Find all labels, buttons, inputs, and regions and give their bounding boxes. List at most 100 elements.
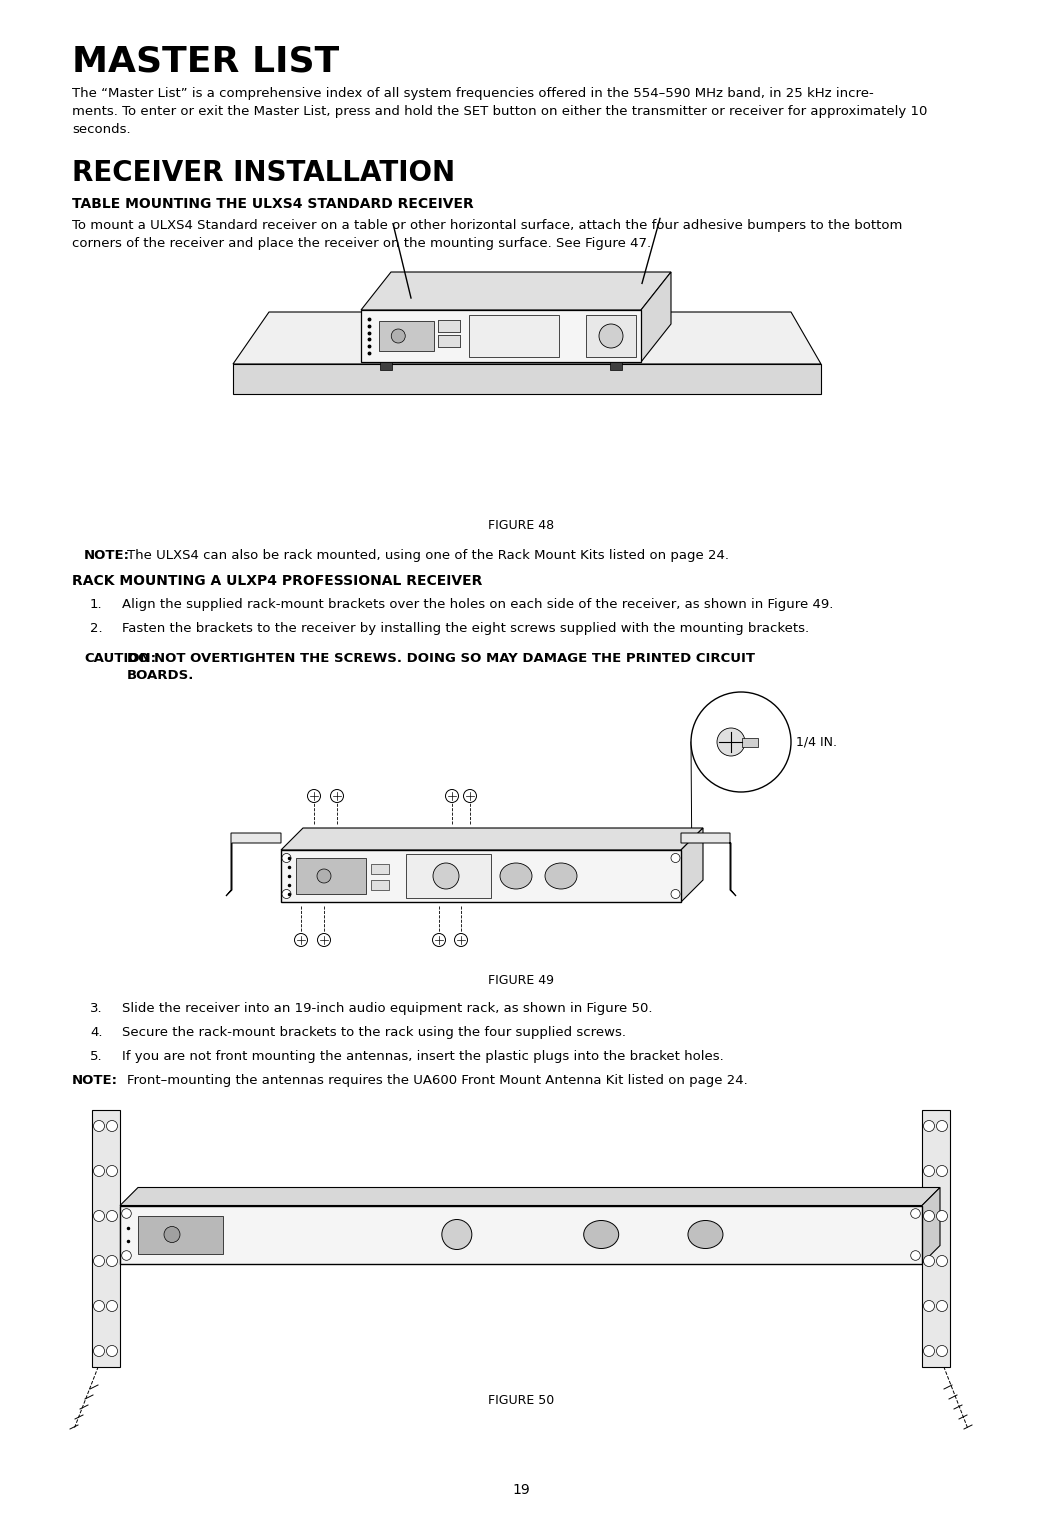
Text: 19: 19 <box>512 1482 530 1498</box>
Circle shape <box>923 1120 935 1131</box>
Polygon shape <box>361 272 671 310</box>
Circle shape <box>122 1251 131 1260</box>
Circle shape <box>106 1166 118 1177</box>
Circle shape <box>464 790 476 802</box>
Text: To mount a ULXS4 Standard receiver on a table or other horizontal surface, attac: To mount a ULXS4 Standard receiver on a … <box>72 219 902 250</box>
Text: FIGURE 48: FIGURE 48 <box>488 519 554 533</box>
Circle shape <box>923 1300 935 1312</box>
FancyBboxPatch shape <box>361 310 641 362</box>
Circle shape <box>282 889 291 898</box>
FancyBboxPatch shape <box>586 315 636 358</box>
FancyBboxPatch shape <box>438 335 460 347</box>
FancyBboxPatch shape <box>371 880 389 890</box>
Text: FIGURE 49: FIGURE 49 <box>488 974 554 986</box>
Circle shape <box>307 790 321 802</box>
FancyBboxPatch shape <box>120 1205 922 1263</box>
Circle shape <box>94 1120 104 1131</box>
Text: NOTE:: NOTE: <box>72 1075 118 1087</box>
FancyBboxPatch shape <box>469 315 559 358</box>
Text: The ULXS4 can also be rack mounted, using one of the Rack Mount Kits listed on p: The ULXS4 can also be rack mounted, usin… <box>127 549 729 562</box>
Circle shape <box>94 1210 104 1222</box>
Circle shape <box>106 1300 118 1312</box>
Circle shape <box>106 1120 118 1131</box>
FancyBboxPatch shape <box>92 1110 120 1367</box>
Circle shape <box>433 863 458 889</box>
Circle shape <box>94 1345 104 1356</box>
FancyBboxPatch shape <box>610 362 622 370</box>
Circle shape <box>106 1256 118 1266</box>
Circle shape <box>446 790 458 802</box>
FancyBboxPatch shape <box>296 858 366 893</box>
Polygon shape <box>233 364 821 394</box>
Circle shape <box>671 854 680 863</box>
Circle shape <box>330 790 344 802</box>
Circle shape <box>442 1219 472 1250</box>
Ellipse shape <box>545 863 577 889</box>
Ellipse shape <box>584 1221 619 1248</box>
Circle shape <box>122 1208 131 1218</box>
Text: Front–mounting the antennas requires the UA600 Front Mount Antenna Kit listed on: Front–mounting the antennas requires the… <box>127 1075 748 1087</box>
FancyBboxPatch shape <box>742 738 758 746</box>
Text: FIGURE 50: FIGURE 50 <box>488 1394 554 1406</box>
Circle shape <box>106 1210 118 1222</box>
FancyBboxPatch shape <box>371 864 389 874</box>
Text: TABLE MOUNTING THE ULXS4 STANDARD RECEIVER: TABLE MOUNTING THE ULXS4 STANDARD RECEIV… <box>72 196 474 212</box>
Text: 1/4 IN.: 1/4 IN. <box>796 735 837 749</box>
Circle shape <box>923 1256 935 1266</box>
Circle shape <box>923 1345 935 1356</box>
Text: NOTE:: NOTE: <box>84 549 130 562</box>
Polygon shape <box>681 828 703 903</box>
Circle shape <box>911 1208 920 1218</box>
Text: The “Master List” is a comprehensive index of all system frequencies offered in : The “Master List” is a comprehensive ind… <box>72 87 927 135</box>
Polygon shape <box>281 828 703 849</box>
Circle shape <box>923 1210 935 1222</box>
Circle shape <box>318 933 330 947</box>
Circle shape <box>94 1166 104 1177</box>
Circle shape <box>717 728 745 756</box>
Text: 1.: 1. <box>90 598 102 610</box>
Text: RECEIVER INSTALLATION: RECEIVER INSTALLATION <box>72 158 455 187</box>
Circle shape <box>691 693 791 791</box>
FancyBboxPatch shape <box>406 854 491 898</box>
Ellipse shape <box>500 863 532 889</box>
Circle shape <box>282 854 291 863</box>
Text: 4.: 4. <box>90 1026 102 1040</box>
Circle shape <box>391 329 405 342</box>
Text: 2.: 2. <box>90 622 102 635</box>
Circle shape <box>937 1120 947 1131</box>
Text: If you are not front mounting the antennas, insert the plastic plugs into the br: If you are not front mounting the antenn… <box>122 1050 724 1062</box>
Polygon shape <box>681 833 736 896</box>
FancyBboxPatch shape <box>379 321 435 352</box>
Circle shape <box>317 869 331 883</box>
Text: MASTER LIST: MASTER LIST <box>72 46 340 79</box>
Text: 5.: 5. <box>90 1050 102 1062</box>
Circle shape <box>937 1345 947 1356</box>
Circle shape <box>911 1251 920 1260</box>
Circle shape <box>937 1300 947 1312</box>
Polygon shape <box>120 1187 940 1205</box>
Polygon shape <box>922 1187 940 1263</box>
FancyBboxPatch shape <box>438 335 460 347</box>
Text: Fasten the brackets to the receiver by installing the eight screws supplied with: Fasten the brackets to the receiver by i… <box>122 622 810 635</box>
Circle shape <box>923 1166 935 1177</box>
Polygon shape <box>226 833 281 896</box>
Ellipse shape <box>688 1221 723 1248</box>
Circle shape <box>106 1345 118 1356</box>
Text: CAUTION:: CAUTION: <box>84 651 156 665</box>
Polygon shape <box>641 272 671 362</box>
Circle shape <box>164 1227 180 1242</box>
FancyBboxPatch shape <box>438 320 460 332</box>
Text: RACK MOUNTING A ULXP4 PROFESSIONAL RECEIVER: RACK MOUNTING A ULXP4 PROFESSIONAL RECEI… <box>72 574 482 587</box>
FancyBboxPatch shape <box>922 1110 950 1367</box>
Circle shape <box>671 889 680 898</box>
Circle shape <box>937 1210 947 1222</box>
Circle shape <box>295 933 307 947</box>
Circle shape <box>599 324 623 349</box>
Text: Slide the receiver into an 19-inch audio equipment rack, as shown in Figure 50.: Slide the receiver into an 19-inch audio… <box>122 1001 652 1015</box>
Text: Secure the rack-mount brackets to the rack using the four supplied screws.: Secure the rack-mount brackets to the ra… <box>122 1026 626 1040</box>
FancyBboxPatch shape <box>438 320 460 332</box>
Circle shape <box>94 1300 104 1312</box>
Circle shape <box>937 1166 947 1177</box>
FancyBboxPatch shape <box>281 849 681 903</box>
Polygon shape <box>233 312 821 364</box>
